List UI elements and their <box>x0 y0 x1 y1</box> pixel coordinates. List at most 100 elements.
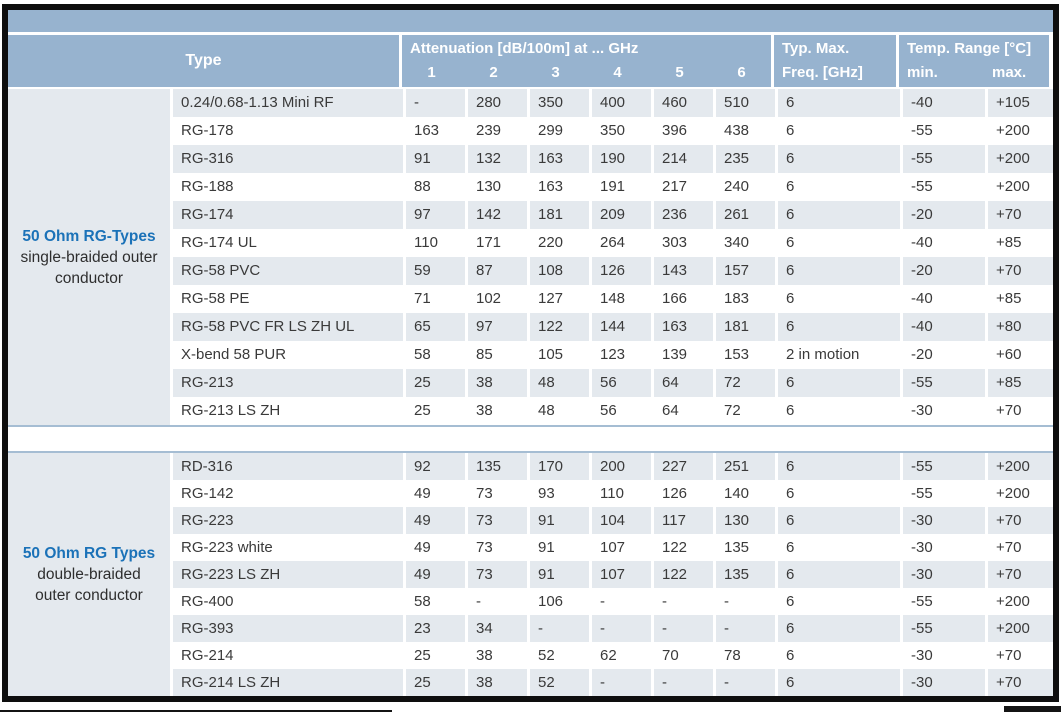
cell-attenuation-3: 93 <box>538 485 555 502</box>
cell-cable-name: RG-393 <box>173 615 403 642</box>
group-label: 50 Ohm RG Types double-braided outer condu… <box>8 453 170 696</box>
cell-attenuation-3: 299 <box>538 122 564 139</box>
cell-attenuation-1: 49 <box>414 539 431 556</box>
header-temp-range-section: Temp. Range [°C] min. max. <box>899 35 1049 87</box>
cell-attenuation-3: - <box>530 615 589 642</box>
table-row: RG-393 23 34- - - -6 -55 +200 <box>173 615 1053 642</box>
cell-attenuation-2: 171 <box>476 234 502 251</box>
header-freq-col-2: 2 <box>489 64 498 81</box>
cell-cable-name: RG-213 LS ZH <box>181 402 281 419</box>
cell-attenuation-4: 350 <box>600 122 626 139</box>
cell-attenuation-5: 460 <box>654 89 713 117</box>
cell-temp-min: -30 <box>911 647 933 664</box>
table-row: RG-400 58 - 106 - - - 6 -55 +200 <box>173 588 1053 615</box>
table-row: RG-174 UL 110 171 220 264 303 340 6 -40 +85 <box>173 229 1053 257</box>
cell-cable-name: RG-223 white <box>181 539 273 556</box>
table-row: RG-223 LS ZH 49 73 91 107 122 135 6 -30 +70 <box>173 561 1053 588</box>
group-divider <box>8 425 1053 453</box>
cell-temp-max: +60 <box>996 346 1022 363</box>
cell-attenuation-1: 65 <box>406 313 465 341</box>
table-row: RG-223 white 49 73 91 107 122 135 6 -30 +70 <box>173 534 1053 561</box>
cell-attenuation-1: 25 <box>414 647 431 664</box>
group-subtitle-line: double-braided <box>37 566 141 583</box>
cell-attenuation-5: 64 <box>662 402 679 419</box>
cell-attenuation-5: 139 <box>662 346 688 363</box>
cell-attenuation-2: 97 <box>468 313 527 341</box>
cell-attenuation-4: 190 <box>592 145 651 173</box>
header-freq-col-5: 5 <box>675 64 684 81</box>
table-row: RG-214 25 38 52 62 70 78 6 -30 +70 <box>173 642 1053 669</box>
header-freq-col-3: 3 <box>551 64 560 81</box>
cell-attenuation-3: 163 <box>530 145 589 173</box>
cell-attenuation-1: 49 <box>406 561 465 588</box>
group-label: 50 Ohm RG-Types single-braided outer condu… <box>8 89 170 425</box>
header-typ-max-label-line1: Typ. Max. <box>782 40 850 57</box>
cell-attenuation-5: 214 <box>654 145 713 173</box>
header-freq-col-6: 6 <box>737 64 746 81</box>
table-row: X-bend 58 PUR 58 85 105 123 139 153 2 in motion… <box>173 341 1053 369</box>
cell-attenuation-2: 102 <box>476 290 502 307</box>
cell-attenuation-1: - <box>406 89 465 117</box>
cell-typ-max-freq: 6 <box>778 89 900 117</box>
cell-attenuation-6: 183 <box>724 290 750 307</box>
cell-attenuation-2: 73 <box>468 561 527 588</box>
table-row: 0.24/0.68-1.13 Mini RF -280 350 400 460 510 6-… <box>173 89 1053 117</box>
cell-temp-min: -55 <box>911 122 933 139</box>
cell-cable-name: RG-223 LS ZH <box>173 561 403 588</box>
header-attenuation-section: Attenuation [dB/100m] at ... GHz 1 2 3 4 5 6 <box>402 35 771 87</box>
cell-attenuation-6: 135 <box>716 561 775 588</box>
cable-group-1: 50 Ohm RG-Types single-braided outer condu… <box>8 89 1053 425</box>
header-temp-min-label: min. <box>907 64 938 81</box>
cell-attenuation-6: 78 <box>724 647 741 664</box>
cell-attenuation-1: 25 <box>414 402 431 419</box>
cell-attenuation-3: 127 <box>538 290 564 307</box>
header-temp-minmax-row: min. max. <box>899 61 1049 87</box>
cell-cable-name: 0.24/0.68-1.13 Mini RF <box>173 89 403 117</box>
cell-attenuation-5: 217 <box>662 178 688 195</box>
cell-attenuation-2: 85 <box>476 346 493 363</box>
table-row: RG-174 97 142 181 209 236 261 6 -20 +70 <box>173 201 1053 229</box>
cell-attenuation-2: 38 <box>476 402 493 419</box>
cell-attenuation-6: 181 <box>716 313 775 341</box>
cell-temp-max: +70 <box>988 507 1053 534</box>
cell-temp-min: -55 <box>911 178 933 195</box>
cell-attenuation-3: 48 <box>538 402 555 419</box>
cell-attenuation-4: 264 <box>600 234 626 251</box>
cell-cable-name: RG-174 UL <box>181 234 257 251</box>
cell-attenuation-5: 143 <box>654 257 713 285</box>
cell-temp-max: +70 <box>988 201 1053 229</box>
cell-typ-max-freq: 6 <box>778 669 900 696</box>
cell-attenuation-4: 148 <box>600 290 626 307</box>
cell-typ-max-freq: 6 <box>786 593 795 610</box>
cell-temp-min: -40 <box>911 234 933 251</box>
cell-attenuation-4: 110 <box>600 485 624 502</box>
cell-attenuation-1: 97 <box>406 201 465 229</box>
cell-temp-max: +70 <box>996 539 1022 556</box>
cell-attenuation-1: 49 <box>406 507 465 534</box>
cell-temp-min: -20 <box>903 201 985 229</box>
cell-temp-min: -55 <box>903 615 985 642</box>
cell-attenuation-4: - <box>600 593 605 610</box>
cell-attenuation-2: 135 <box>468 453 527 480</box>
cell-cable-name: RG-174 <box>173 201 403 229</box>
cell-temp-min: -20 <box>903 257 985 285</box>
cell-attenuation-2: 73 <box>468 507 527 534</box>
cell-attenuation-3: 52 <box>538 647 555 664</box>
group-subtitle-line: single-braided outer <box>20 248 158 266</box>
cell-attenuation-5: 163 <box>654 313 713 341</box>
cell-temp-min: -40 <box>903 313 985 341</box>
table-header-row: Type Attenuation [dB/100m] at ... GHz 1 2… <box>8 35 1053 87</box>
cell-attenuation-4: 200 <box>592 453 651 480</box>
header-type-label: Type <box>185 52 222 69</box>
cell-attenuation-3: 91 <box>538 539 555 556</box>
cell-attenuation-4: 62 <box>600 647 617 664</box>
cell-attenuation-6: 153 <box>724 346 750 363</box>
cell-cable-name: RD-316 <box>173 453 403 480</box>
cell-attenuation-6: 240 <box>724 178 750 195</box>
cell-attenuation-3: 122 <box>530 313 589 341</box>
cell-typ-max-freq: 6 <box>778 561 900 588</box>
cell-attenuation-4: 144 <box>592 313 651 341</box>
cell-attenuation-6: 438 <box>724 122 750 139</box>
cell-temp-min: -55 <box>911 485 933 502</box>
cell-attenuation-5: 126 <box>662 485 688 502</box>
